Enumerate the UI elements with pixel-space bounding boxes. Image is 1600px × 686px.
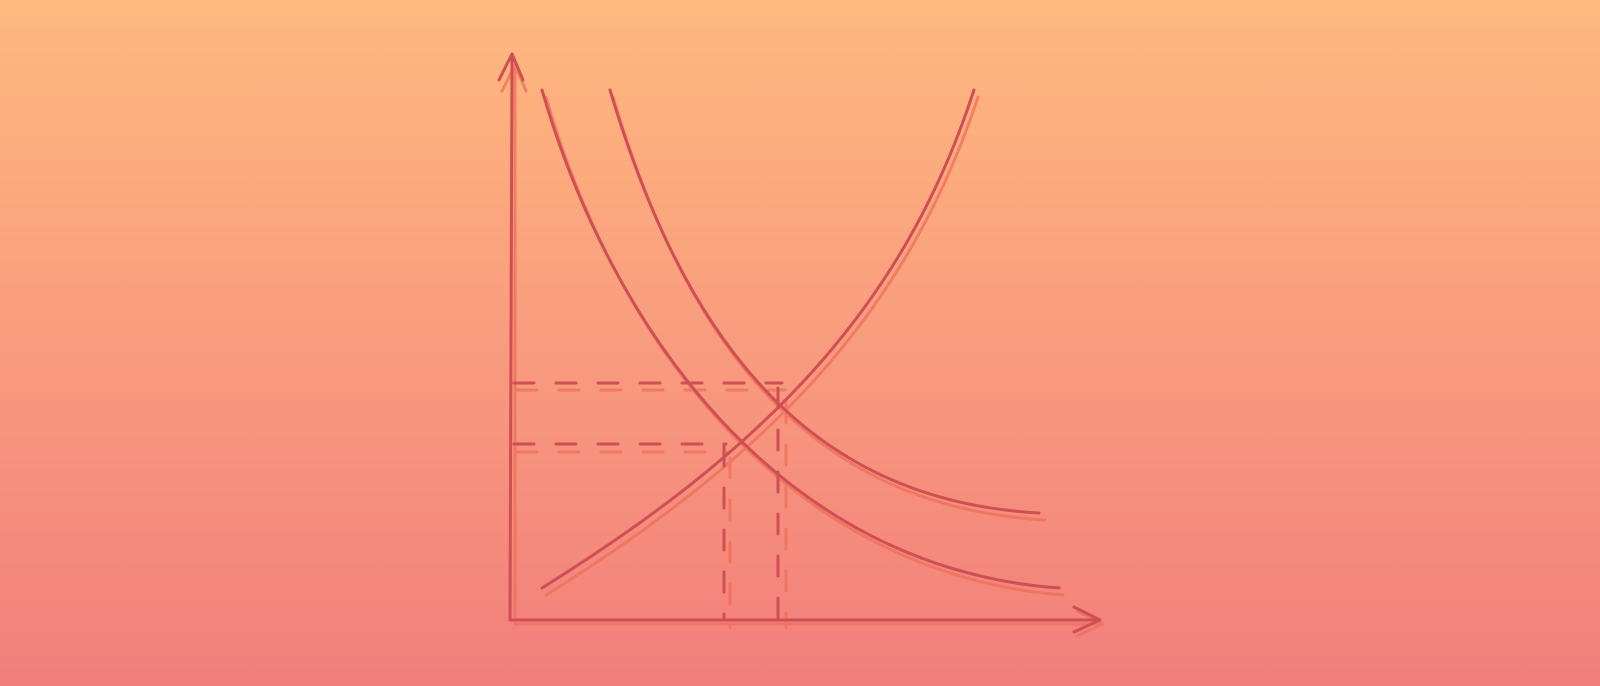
y-axis-arrowhead [497,52,525,82]
supply-curve-shadow [544,95,980,597]
demand-curve-original [540,88,1061,590]
y-axis [508,52,514,622]
x-axis-arrowhead-shadow [1075,609,1105,638]
main-layer [497,52,1102,634]
y-axis-arrowhead-shadow [500,63,528,93]
supply-curve [540,88,976,590]
x-axis-arrowhead [1072,605,1102,634]
demand-curve-shifted-right [608,88,1041,515]
